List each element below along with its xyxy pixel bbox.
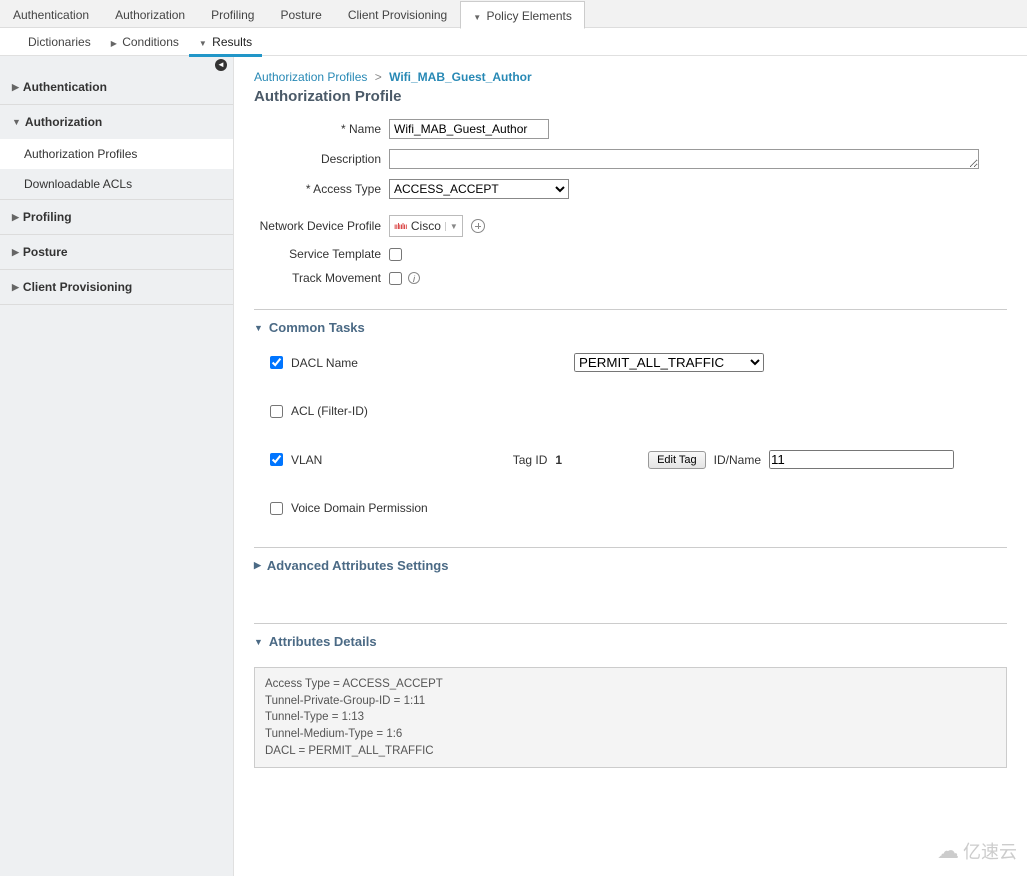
caret-down-icon: ▼ — [199, 39, 207, 48]
description-label: Description — [254, 152, 389, 166]
acl-row: ACL (Filter-ID) — [254, 404, 1007, 418]
access-type-label: * Access Type — [254, 182, 389, 196]
tag-id-value: 1 — [555, 453, 562, 467]
cloud-icon: ☁ — [937, 838, 959, 864]
chevron-left-icon: ◄ — [215, 59, 227, 71]
sidebar-section-authentication[interactable]: ▶ Authentication — [0, 70, 233, 104]
edit-tag-button[interactable]: Edit Tag — [648, 451, 706, 469]
breadcrumb-parent[interactable]: Authorization Profiles — [254, 70, 367, 84]
breadcrumb-sep: > — [375, 70, 382, 84]
divider — [254, 547, 1007, 548]
caret-right-icon: ▶ — [12, 212, 19, 223]
id-name-label: ID/Name — [714, 453, 761, 467]
description-input[interactable] — [389, 149, 979, 169]
watermark: ☁ 亿速云 — [937, 838, 1017, 864]
attr-line: Tunnel-Medium-Type = 1:6 — [265, 726, 996, 743]
top-tab-client-provisioning[interactable]: Client Provisioning — [335, 0, 460, 28]
main-content: Authorization Profiles > Wifi_MAB_Guest_… — [234, 56, 1027, 876]
attr-line: DACL = PERMIT_ALL_TRAFFIC — [265, 743, 996, 760]
advanced-attr-header[interactable]: ▶ Advanced Attributes Settings — [254, 558, 1007, 573]
top-tab-profiling[interactable]: Profiling — [198, 0, 267, 28]
attr-details-box: Access Type = ACCESS_ACCEPTTunnel-Privat… — [254, 667, 1007, 768]
dacl-select[interactable]: PERMIT_ALL_TRAFFIC — [574, 353, 764, 372]
vlan-row: VLAN Tag ID 1 Edit Tag ID/Name — [254, 450, 954, 469]
caret-down-icon: ▼ — [254, 637, 263, 647]
common-tasks-title: Common Tasks — [269, 320, 365, 335]
attr-line: Tunnel-Private-Group-ID = 1:11 — [265, 693, 996, 710]
dacl-row: DACL Name PERMIT_ALL_TRAFFIC — [254, 353, 764, 372]
top-tab-authorization[interactable]: Authorization — [102, 0, 198, 28]
page-title: Authorization Profile — [254, 88, 1007, 105]
service-template-checkbox[interactable] — [389, 248, 402, 261]
caret-right-icon: ▶ — [12, 247, 19, 258]
vlan-label: VLAN — [291, 453, 322, 467]
cisco-logo-icon: ıılıılıı — [394, 222, 407, 231]
sidebar-item-authorization-profiles[interactable]: Authorization Profiles — [0, 139, 233, 169]
sidebar-collapse[interactable]: ◄ — [0, 56, 233, 70]
sidebar: ◄ ▶ Authentication▼ AuthorizationAuthori… — [0, 56, 234, 876]
sub-tabs: Dictionaries▶ Conditions▼ Results — [0, 28, 1027, 56]
divider — [254, 309, 1007, 310]
advanced-attr-title: Advanced Attributes Settings — [267, 558, 449, 573]
sub-tab-conditions[interactable]: ▶ Conditions — [101, 28, 189, 56]
voice-label: Voice Domain Permission — [291, 501, 428, 515]
service-template-label: Service Template — [254, 247, 389, 261]
acl-checkbox[interactable] — [270, 405, 283, 418]
caret-right-icon: ▶ — [111, 39, 117, 48]
top-tabs: AuthenticationAuthorizationProfilingPost… — [0, 0, 1027, 28]
breadcrumb: Authorization Profiles > Wifi_MAB_Guest_… — [254, 70, 1007, 84]
add-ndp-button[interactable] — [471, 219, 485, 233]
caret-down-icon: ▼ — [254, 323, 263, 333]
attr-line: Tunnel-Type = 1:13 — [265, 709, 996, 726]
caret-right-icon: ▶ — [12, 282, 19, 293]
watermark-text: 亿速云 — [963, 838, 1017, 864]
id-name-input[interactable] — [769, 450, 954, 469]
top-tab-authentication[interactable]: Authentication — [0, 0, 102, 28]
ndp-label: Network Device Profile — [254, 219, 389, 233]
name-input[interactable] — [389, 119, 549, 139]
dacl-label: DACL Name — [291, 356, 358, 370]
info-icon[interactable]: i — [408, 272, 420, 284]
track-movement-checkbox[interactable] — [389, 272, 402, 285]
sidebar-section-authorization[interactable]: ▼ Authorization — [0, 105, 233, 139]
voice-row: Voice Domain Permission — [254, 501, 1007, 515]
top-tab-posture[interactable]: Posture — [267, 0, 334, 28]
voice-checkbox[interactable] — [270, 502, 283, 515]
divider — [254, 623, 1007, 624]
sidebar-section-profiling[interactable]: ▶ Profiling — [0, 200, 233, 234]
track-movement-label: Track Movement — [254, 271, 389, 285]
breadcrumb-current: Wifi_MAB_Guest_Author — [389, 70, 532, 84]
dacl-checkbox[interactable] — [270, 356, 283, 369]
common-tasks-header[interactable]: ▼ Common Tasks — [254, 320, 1007, 335]
ndp-value: Cisco — [411, 219, 441, 233]
ndp-select[interactable]: ıılıılıı Cisco ▼ — [389, 215, 463, 237]
sidebar-section-posture[interactable]: ▶ Posture — [0, 235, 233, 269]
sidebar-item-downloadable-acls[interactable]: Downloadable ACLs — [0, 169, 233, 199]
top-tab-policy-elements[interactable]: ▼ Policy Elements — [460, 1, 585, 29]
caret-down-icon: ▼ — [12, 117, 21, 127]
name-label: * Name — [254, 122, 389, 136]
caret-right-icon: ▶ — [254, 560, 261, 571]
caret-down-icon: ▼ — [473, 13, 481, 22]
sub-tab-dictionaries[interactable]: Dictionaries — [18, 28, 101, 56]
attr-details-header[interactable]: ▼ Attributes Details — [254, 634, 1007, 649]
attr-line: Access Type = ACCESS_ACCEPT — [265, 676, 996, 693]
attr-details-title: Attributes Details — [269, 634, 377, 649]
access-type-select[interactable]: ACCESS_ACCEPT — [389, 179, 569, 199]
tag-id-label: Tag ID — [513, 453, 548, 467]
chevron-down-icon: ▼ — [445, 222, 458, 231]
sub-tab-results[interactable]: ▼ Results — [189, 28, 262, 56]
vlan-checkbox[interactable] — [270, 453, 283, 466]
sidebar-section-client-provisioning[interactable]: ▶ Client Provisioning — [0, 270, 233, 304]
acl-label: ACL (Filter-ID) — [291, 404, 368, 418]
caret-right-icon: ▶ — [12, 82, 19, 93]
